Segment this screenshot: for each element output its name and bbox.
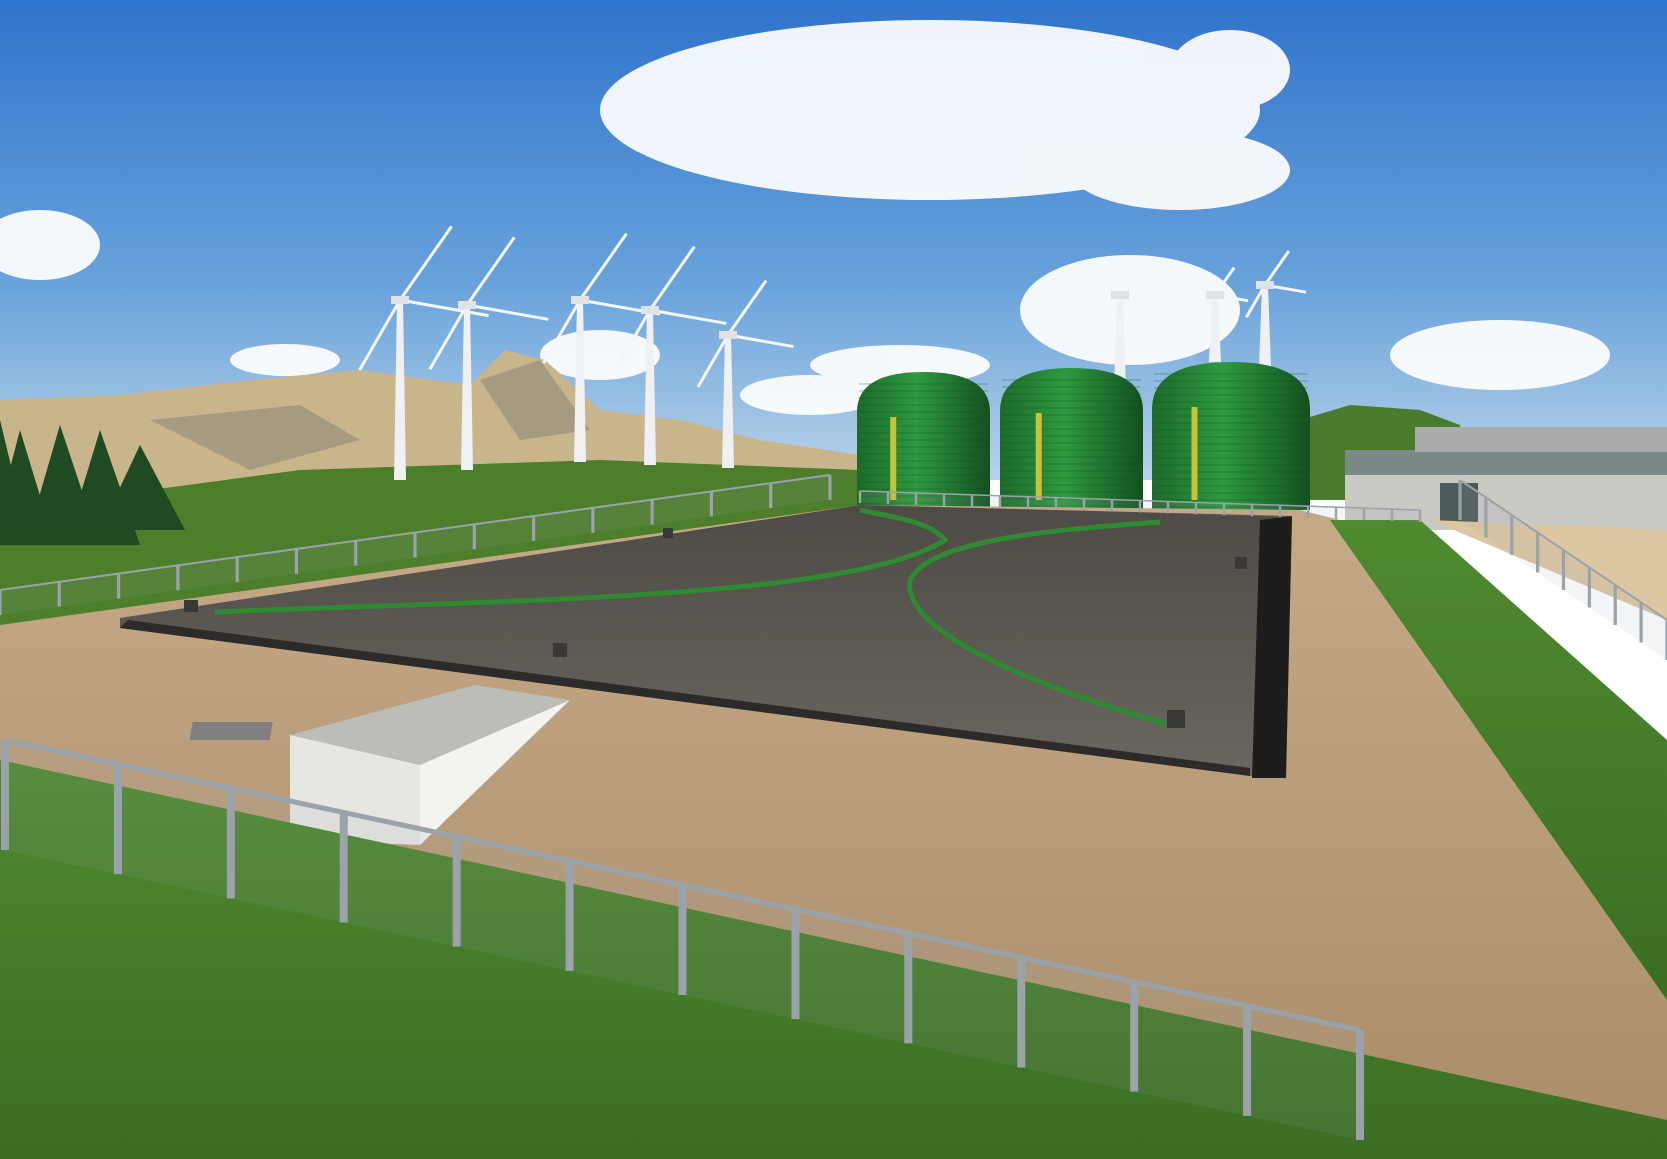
turbine-nacelle bbox=[571, 296, 589, 304]
lagoon-edge bbox=[120, 620, 1250, 776]
turbine-blade bbox=[648, 245, 696, 311]
turbine-tower bbox=[1259, 285, 1271, 368]
box-top bbox=[290, 685, 570, 765]
turbine-blade bbox=[542, 299, 582, 364]
pipe bbox=[214, 507, 949, 615]
turbine-tower bbox=[394, 300, 406, 480]
turbine-tower bbox=[1209, 295, 1221, 362]
tank bbox=[857, 372, 990, 510]
gas-pipes bbox=[214, 507, 1171, 728]
tank bbox=[1152, 362, 1310, 510]
tank-ladder bbox=[1191, 407, 1198, 500]
fences bbox=[0, 474, 1667, 1140]
tank-ladder bbox=[890, 417, 897, 500]
turbine-blade bbox=[1245, 284, 1267, 319]
digester-tanks bbox=[857, 362, 1310, 510]
building-windows bbox=[1345, 450, 1667, 475]
tank bbox=[1000, 368, 1143, 510]
turbine-blade bbox=[465, 236, 516, 306]
turbine bbox=[358, 225, 489, 480]
vent bbox=[553, 643, 567, 657]
tank-ladder bbox=[1035, 413, 1042, 500]
right-ground bbox=[1430, 520, 1667, 620]
cloud bbox=[1020, 255, 1240, 365]
cloud bbox=[1070, 130, 1290, 210]
tank-body bbox=[1152, 362, 1310, 510]
turbine-tower bbox=[574, 300, 586, 462]
box-side bbox=[420, 700, 570, 845]
turbine-blade bbox=[649, 308, 727, 325]
turbine-tower bbox=[461, 305, 473, 470]
cloud bbox=[230, 344, 340, 376]
turbine-blade bbox=[726, 279, 768, 336]
turbine-blade bbox=[1213, 266, 1236, 296]
box-front bbox=[290, 735, 420, 845]
vents bbox=[184, 528, 1247, 728]
turbine-nacelle bbox=[1111, 291, 1129, 299]
turbine bbox=[1245, 250, 1307, 368]
vent bbox=[663, 528, 673, 538]
turbine-nacelle bbox=[391, 296, 409, 304]
turbine-nacelle bbox=[1256, 281, 1274, 289]
vent bbox=[1235, 557, 1247, 569]
turbine-blade bbox=[578, 232, 628, 301]
turbine-blade bbox=[1118, 255, 1149, 296]
turbine-blade bbox=[428, 304, 469, 371]
turbine-blade bbox=[399, 298, 489, 318]
turbine-blade bbox=[1097, 294, 1122, 333]
turbine bbox=[1198, 266, 1249, 362]
turbine-blade bbox=[1198, 294, 1217, 322]
turbine-blade bbox=[613, 309, 652, 372]
right-grass bbox=[1330, 520, 1667, 1000]
turbine-nacelle bbox=[1206, 291, 1224, 299]
turbine bbox=[696, 279, 794, 468]
building-upper bbox=[1415, 427, 1667, 452]
cloud bbox=[0, 210, 100, 280]
rear-fence bbox=[858, 490, 1422, 522]
turbine-blade bbox=[398, 225, 453, 301]
back-fence bbox=[0, 474, 832, 615]
cloud bbox=[1170, 30, 1290, 110]
lagoon-side bbox=[1252, 516, 1292, 778]
turbine-blade bbox=[727, 333, 794, 349]
tree-group bbox=[0, 420, 185, 545]
turbine-tower bbox=[644, 310, 656, 465]
vent bbox=[184, 600, 198, 612]
building bbox=[1345, 427, 1667, 530]
tank-body bbox=[1000, 368, 1143, 510]
trees bbox=[0, 420, 185, 545]
control-box bbox=[189, 685, 570, 845]
turbine bbox=[613, 245, 727, 465]
turbine-tower bbox=[1114, 295, 1126, 390]
turbine-blade bbox=[358, 299, 402, 371]
lagoon-cover bbox=[120, 505, 1292, 776]
box-grille bbox=[189, 722, 273, 740]
wind-turbines bbox=[358, 225, 1307, 480]
turbine-nacelle bbox=[458, 301, 476, 309]
turbine-tower bbox=[722, 335, 734, 468]
rock-face bbox=[150, 360, 590, 470]
cloud bbox=[740, 375, 880, 415]
cloud bbox=[1390, 320, 1610, 390]
clouds bbox=[0, 20, 1610, 415]
turbine-blade bbox=[1263, 250, 1291, 286]
pipe bbox=[907, 519, 1171, 728]
front-fence bbox=[1, 737, 1364, 1140]
turbine-blade bbox=[696, 334, 730, 388]
turbine-nacelle bbox=[719, 331, 737, 339]
turbine-nacelle bbox=[641, 306, 659, 314]
side-fence bbox=[1458, 479, 1667, 660]
vent bbox=[1167, 710, 1185, 728]
turbine bbox=[428, 236, 549, 470]
turbine bbox=[1097, 255, 1168, 390]
turbine-blade bbox=[466, 303, 549, 321]
